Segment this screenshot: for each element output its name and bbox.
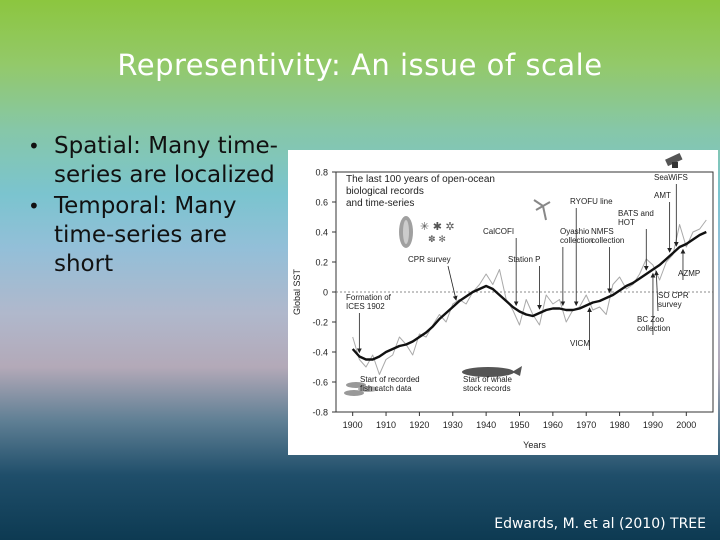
bullet-item-temporal: • Temporal: Many time-series are short xyxy=(28,192,278,279)
x-tick-label: 1960 xyxy=(543,420,563,430)
annotation-label-line: VICM xyxy=(570,339,590,348)
slide-title: Representivity: An issue of scale xyxy=(117,48,603,82)
x-tick-label: 1920 xyxy=(409,420,429,430)
annotation-label-line: ICES 1902 xyxy=(346,302,385,311)
x-axis-label: Years xyxy=(523,440,546,450)
y-tick-label: -0.2 xyxy=(312,318,328,328)
x-tick-label: 1950 xyxy=(509,420,529,430)
annotation-label: RYOFU line xyxy=(570,197,613,206)
annotation-label-line: SO CPR xyxy=(658,291,689,300)
y-tick-label: -0.8 xyxy=(312,408,328,418)
satellite-icon xyxy=(665,152,683,168)
annotation-label-line: HOT xyxy=(618,218,635,227)
annotation-label-line: collection xyxy=(591,236,624,245)
x-tick-label: 1940 xyxy=(476,420,496,430)
annotation-label: AZMP xyxy=(678,269,700,278)
annotation-label: NMFS collection xyxy=(591,227,624,245)
bullet-dot-icon: • xyxy=(28,134,40,158)
annotation-label: SeaWiFS xyxy=(654,173,688,182)
annotation-label: SO CPR survey xyxy=(658,291,689,309)
y-axis-label: Global SST xyxy=(292,268,302,315)
annotation-label-line: Start of recorded xyxy=(360,375,420,384)
annotation-label: Station P xyxy=(508,255,540,264)
annotation-label: AMT xyxy=(654,191,671,200)
annual-sst-line xyxy=(352,219,707,375)
bullet-item-spatial: • Spatial: Many time-series are localize… xyxy=(28,132,278,190)
annotation-label: BATS and HOT xyxy=(618,209,654,227)
annotation-label-line: CPR survey xyxy=(408,255,451,264)
y-tick-label: 0.6 xyxy=(315,198,328,208)
annotation-label-line: NMFS xyxy=(591,227,614,236)
y-tick-label: 0.4 xyxy=(315,228,328,238)
chart-inset-title-line-3: and time-series xyxy=(346,198,414,209)
whale-icon xyxy=(462,366,522,377)
y-tick-label: 0.8 xyxy=(315,168,328,178)
annotation-label-line: survey xyxy=(658,300,682,309)
copepod-icon xyxy=(533,199,551,221)
annotation-label-line: BATS and xyxy=(618,209,654,218)
sst-chart: ✳ ✱ ✲ ✽ ✻ -0.8 -0.6 -0.4 -0.2 0 0.2 0.4 0.6 0.8 1… xyxy=(292,152,714,450)
annotation-label: Formation of ICES 1902 xyxy=(346,293,392,311)
x-tick-label: 1910 xyxy=(376,420,396,430)
annotation-label-line: Formation of xyxy=(346,293,392,302)
annotation-label-line: Station P xyxy=(508,255,540,264)
bullet-text-spatial: Spatial: Many time-series are localized xyxy=(54,133,278,188)
annotation-label: Start of whale stock records xyxy=(463,375,512,393)
diatom-plankton-icon: ✳ ✱ ✲ ✽ ✻ xyxy=(399,216,455,248)
annotation-label-line: AMT xyxy=(654,191,671,200)
annotation-label-line: AZMP xyxy=(678,269,700,278)
annotation-label-line: Oyashio xyxy=(560,227,590,236)
annotation-label: VICM xyxy=(570,339,590,348)
chart-inset-title-line-2: biological records xyxy=(346,186,424,197)
annotation-label-line: Start of whale xyxy=(463,375,512,384)
y-tick-label: -0.6 xyxy=(312,378,328,388)
y-tick-label: 0 xyxy=(323,288,328,298)
svg-text:✳ ✱ ✲: ✳ ✱ ✲ xyxy=(420,220,455,233)
annotation-label-line: CalCOFI xyxy=(483,227,514,236)
smoothed-sst-line xyxy=(351,230,707,361)
annotation-label: Start of recorded fish catch data xyxy=(360,375,420,393)
bullet-text-temporal: Temporal: Many time-series are short xyxy=(54,193,237,277)
x-tick-label: 2000 xyxy=(676,420,696,430)
annotation-label-line: fish catch data xyxy=(360,384,412,393)
annotation-label-line: collection xyxy=(560,236,593,245)
x-tick-label: 1930 xyxy=(443,420,463,430)
citation: Edwards, M. et al (2010) TREE xyxy=(494,516,706,532)
annotation-label: BC Zoo collection xyxy=(637,315,670,333)
annotation-label: CPR survey xyxy=(408,255,451,264)
svg-text:✽ ✻: ✽ ✻ xyxy=(428,235,446,245)
annotation-label: Oyashio collection xyxy=(560,227,593,245)
annotation-label-line: RYOFU line xyxy=(570,197,613,206)
annotation-arrow xyxy=(447,265,458,301)
annotation-label: CalCOFI xyxy=(483,227,514,236)
annotation-arrow xyxy=(654,270,659,312)
chart-inset-title-line-1: The last 100 years of open-ocean xyxy=(346,174,495,185)
annotation-label-line: BC Zoo xyxy=(637,315,665,324)
fish-icon xyxy=(344,382,378,396)
annotation-label-line: SeaWiFS xyxy=(654,173,688,182)
bullet-list: • Spatial: Many time-series are localize… xyxy=(28,132,278,281)
x-tick-label: 1990 xyxy=(643,420,663,430)
x-tick-label: 1900 xyxy=(343,420,363,430)
y-tick-label: -0.4 xyxy=(312,348,328,358)
sst-chart-figure: ✳ ✱ ✲ ✽ ✻ -0.8 -0.6 -0.4 -0.2 0 0.2 0.4 0.6 0.8 1… xyxy=(288,150,718,455)
y-tick-label: 0.2 xyxy=(315,258,328,268)
x-tick-label: 1970 xyxy=(576,420,596,430)
x-tick-label: 1980 xyxy=(610,420,630,430)
bullet-dot-icon: • xyxy=(28,194,40,218)
annotation-label-line: stock records xyxy=(463,384,511,393)
annotation-label-line: collection xyxy=(637,324,670,333)
